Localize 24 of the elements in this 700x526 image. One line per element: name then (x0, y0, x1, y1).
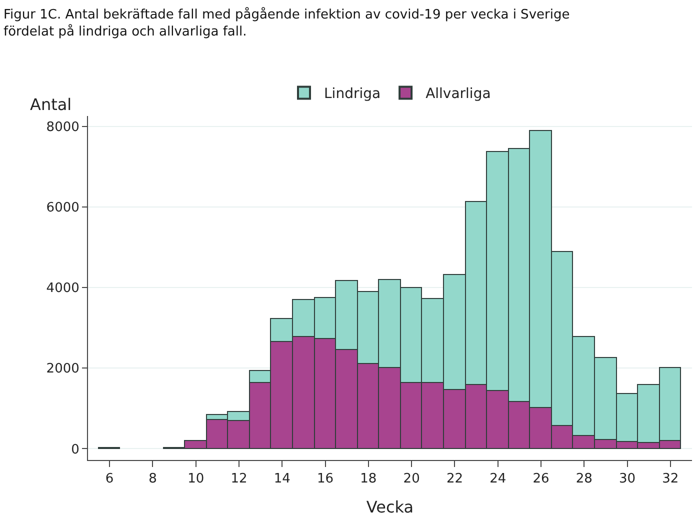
x-tick-label: 28 (576, 472, 592, 487)
x-tick-label: 20 (403, 472, 420, 487)
y-tick-label: 2000 (46, 362, 80, 377)
x-tick-label: 10 (188, 472, 204, 487)
x-axis-title: Vecka (366, 497, 414, 516)
x-tick-label: 16 (317, 472, 334, 487)
x-tick-label: 24 (490, 472, 506, 487)
x-tick-label: 18 (360, 472, 377, 487)
x-tick-label: 6 (105, 472, 114, 487)
y-tick-label: 6000 (46, 200, 80, 216)
legend-label: Allvarliga (426, 86, 491, 102)
x-tick-label: 14 (274, 472, 290, 487)
x-tick-label: 22 (446, 472, 463, 487)
x-tick-label: 26 (532, 472, 550, 487)
y-tick-label: 4000 (46, 281, 80, 296)
legend-label: Lindriga (324, 86, 381, 102)
y-tick-label: 0 (71, 442, 80, 458)
x-tick-label: 8 (148, 472, 157, 487)
x-tick-label: 30 (619, 472, 636, 487)
x-tick-label: 12 (230, 472, 248, 487)
x-tick-label: 32 (662, 472, 679, 487)
chart-title: Figur 1C. Antal bekräftade fall med pågående infektion av covid-19 per vecka i Sverige fördelat på lindriga och allvarliga fall. (4, 6, 570, 40)
y-tick-label: 8000 (46, 120, 80, 136)
y-axis-title: Antal (30, 95, 72, 114)
